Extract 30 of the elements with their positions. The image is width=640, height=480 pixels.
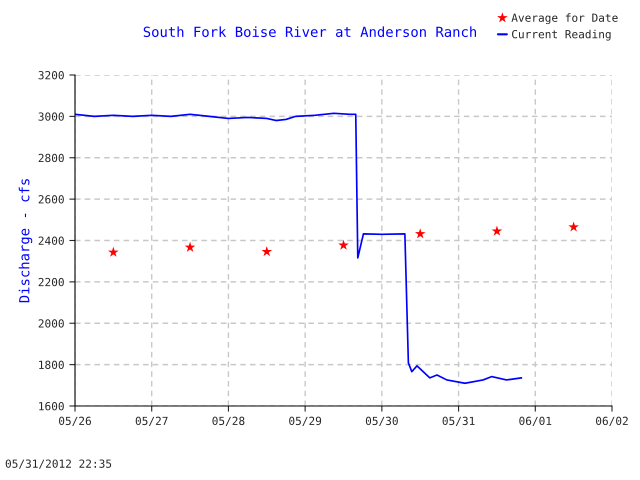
y-tick-label: 1800 xyxy=(39,360,64,370)
line-series xyxy=(75,112,522,384)
x-tick-label: 05/27 xyxy=(136,416,168,426)
point xyxy=(184,242,196,252)
point xyxy=(568,221,579,232)
x-tick-label: 05/31 xyxy=(442,416,475,426)
y-tick-label: 2000 xyxy=(38,319,64,328)
x-tick-label: 05/30 xyxy=(366,416,398,426)
x-tick-label: 06/02 xyxy=(596,416,628,426)
text: 05/31/2012 22:35 xyxy=(6,459,112,469)
point xyxy=(492,226,502,236)
y-tick-label: 2200 xyxy=(38,278,64,286)
point xyxy=(414,228,426,238)
chart-title: South Fork Boise River at Anderson Ranch xyxy=(144,26,476,38)
x-tick-label: 06/01 xyxy=(519,416,552,426)
point xyxy=(262,246,272,256)
y-tick-label: 3200 xyxy=(38,71,64,80)
point xyxy=(338,240,349,250)
legend-label: Current Reading xyxy=(512,30,611,41)
point xyxy=(108,246,119,257)
y-tick-label: 2800 xyxy=(38,154,64,162)
y-tick-label: 1600 xyxy=(39,402,64,410)
x-tick-label: 05/26 xyxy=(59,416,92,426)
x-tick-label: 05/28 xyxy=(212,416,244,426)
y-tick-label: 2600 xyxy=(38,195,64,204)
x-tick-label: 05/29 xyxy=(289,416,322,426)
y-tick-label: 3000 xyxy=(38,112,64,121)
y-axis-title: Discharge - cfs xyxy=(18,179,32,302)
y-tick-label: 2400 xyxy=(38,236,64,245)
legend-label: Average for Date xyxy=(511,13,618,24)
